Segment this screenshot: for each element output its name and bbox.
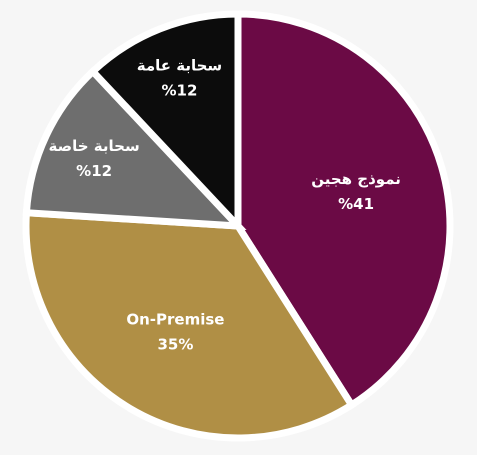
slice-label: On-Premise — [126, 310, 224, 328]
value-label: %12 — [162, 82, 198, 100]
value-label: %41 — [338, 195, 374, 213]
slice-label: سحابة عامة — [137, 57, 222, 75]
slice-label: نموذج هجين — [311, 170, 401, 188]
pie-slice — [22, 66, 247, 231]
pie-slice — [22, 208, 357, 442]
slice-label: سحابة خاصة — [49, 137, 140, 155]
value-label: 35% — [157, 335, 193, 353]
pie-slice — [87, 10, 242, 235]
value-label: %12 — [76, 162, 112, 180]
